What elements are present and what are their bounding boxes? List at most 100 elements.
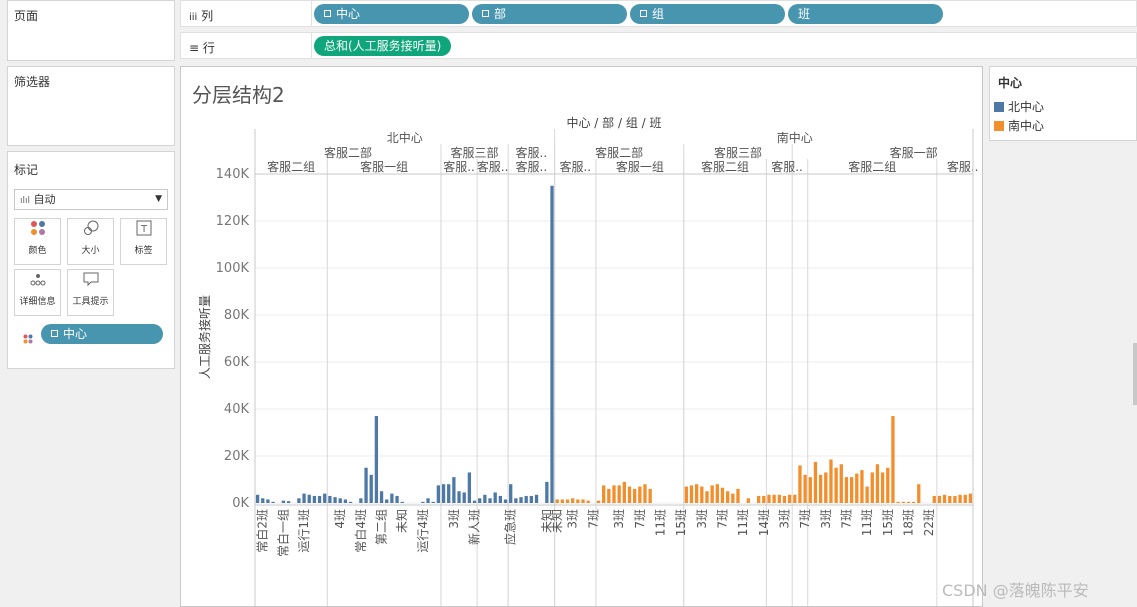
header-label: 客服.. — [771, 159, 803, 174]
row-pill-measure[interactable]: 总和(人工服务接听量) — [314, 36, 452, 56]
columns-shelf[interactable]: iii 列 中心 部 组 班 — [180, 0, 1137, 27]
bar — [798, 465, 802, 503]
legend-swatch — [994, 121, 1004, 131]
bar — [725, 491, 730, 503]
bar — [338, 498, 342, 503]
filters-panel[interactable]: 筛选器 — [7, 66, 175, 146]
bar — [503, 499, 508, 503]
x-tick-label: 14班 — [757, 509, 771, 536]
columns-icon: iii — [189, 12, 198, 23]
legend-item-north[interactable]: 北中心 — [994, 98, 1044, 115]
rows-shelf[interactable]: ≡ 行 总和(人工服务接听量) — [180, 32, 1137, 59]
bar — [607, 488, 611, 503]
legend-label: 南中心 — [1008, 119, 1045, 133]
label-button[interactable]: T 标签 — [120, 218, 167, 265]
bar — [911, 501, 916, 503]
column-pill-dept[interactable]: 部 — [472, 4, 627, 24]
shelf-divider — [311, 1, 312, 26]
x-tick-label: 应急班 — [503, 509, 518, 545]
bar — [462, 492, 466, 503]
bar — [395, 495, 399, 503]
x-tick-label: 未知 — [395, 509, 409, 533]
x-tick-label: 第二组 — [375, 509, 389, 545]
column-pill-center[interactable]: 中心 — [314, 4, 469, 24]
x-tick-label: 常白4班 — [353, 509, 368, 553]
bar — [576, 499, 580, 503]
header-label: 客服二组 — [701, 159, 749, 174]
expand-icon — [324, 10, 331, 17]
bar — [870, 472, 874, 503]
bar — [390, 493, 394, 503]
expand-icon — [482, 10, 489, 17]
mark-field-label: 中心 — [63, 327, 88, 341]
bar — [720, 487, 725, 503]
x-tick-label: 新人班 — [467, 509, 482, 545]
bar — [441, 484, 446, 503]
legend-swatch — [994, 102, 1004, 112]
bar — [565, 499, 570, 503]
size-button[interactable]: 大小 — [67, 218, 114, 265]
bar — [886, 467, 890, 503]
y-tick-label: 100K — [216, 261, 250, 276]
x-tick-label: 3班 — [695, 509, 709, 529]
bar — [426, 498, 430, 503]
bar — [281, 500, 286, 503]
bar — [731, 493, 735, 503]
tooltip-button[interactable]: 工具提示 — [67, 269, 114, 316]
bar — [436, 485, 441, 503]
legend-title: 中心 — [998, 76, 1023, 90]
color-icon — [15, 219, 60, 243]
bar — [694, 484, 699, 503]
bar — [400, 501, 404, 503]
bar — [498, 495, 503, 503]
bar — [638, 486, 642, 503]
header-label: 南中心 — [777, 130, 813, 145]
bar — [472, 500, 477, 503]
bar — [880, 472, 885, 503]
bar — [777, 494, 781, 503]
bar — [514, 498, 518, 503]
bar — [937, 495, 942, 503]
bar — [875, 464, 880, 503]
pages-title: 页面 — [14, 9, 39, 23]
svg-text:T: T — [139, 224, 147, 235]
bar — [328, 495, 332, 503]
color-button[interactable]: 颜色 — [14, 218, 61, 265]
detail-button[interactable]: 详细信息 — [14, 269, 61, 316]
x-tick-label: 3班 — [819, 509, 833, 529]
bar — [524, 495, 528, 503]
chevron-down-icon[interactable]: ▼ — [155, 194, 162, 204]
bar — [782, 495, 787, 503]
legend-item-south[interactable]: 南中心 — [994, 117, 1044, 134]
x-tick-label: 11班 — [653, 509, 667, 536]
bar — [478, 498, 482, 503]
column-pill-team[interactable]: 班 — [788, 4, 943, 24]
viz-area[interactable]: 分层结构2 0K 20K 40K 60K 80K 100K 120K 140K 人工服务接听量 中… — [180, 66, 983, 607]
x-tick-label: 7班 — [586, 509, 600, 529]
bar — [767, 494, 771, 503]
bar — [550, 185, 554, 503]
expand-icon — [640, 10, 647, 17]
bar — [705, 491, 709, 503]
header-label: 客服.. — [477, 159, 509, 174]
bar — [844, 477, 849, 503]
scrollbar-handle[interactable] — [1133, 343, 1137, 405]
column-pill-group[interactable]: 组 — [630, 4, 785, 24]
bar — [534, 494, 539, 503]
bar — [483, 494, 487, 503]
bar — [312, 495, 317, 503]
bar — [545, 481, 549, 503]
x-tick-label: 7班 — [715, 509, 729, 529]
bar — [571, 498, 575, 503]
header-label: 客服三部 — [451, 145, 499, 160]
x-tick-label: 3班 — [566, 509, 580, 529]
mark-field-pill[interactable]: 中心 — [41, 324, 163, 344]
shelf-divider — [311, 33, 312, 58]
bar — [896, 501, 900, 503]
header-label: 客服二部 — [595, 145, 643, 160]
mark-type-dropdown[interactable]: ılıl 自动 ▼ — [14, 189, 168, 210]
header-label: 客服.. — [516, 159, 548, 174]
x-tick-label: 未知 — [540, 509, 554, 533]
x-tick-label: 常白一组 — [275, 509, 290, 557]
bar — [261, 498, 265, 503]
